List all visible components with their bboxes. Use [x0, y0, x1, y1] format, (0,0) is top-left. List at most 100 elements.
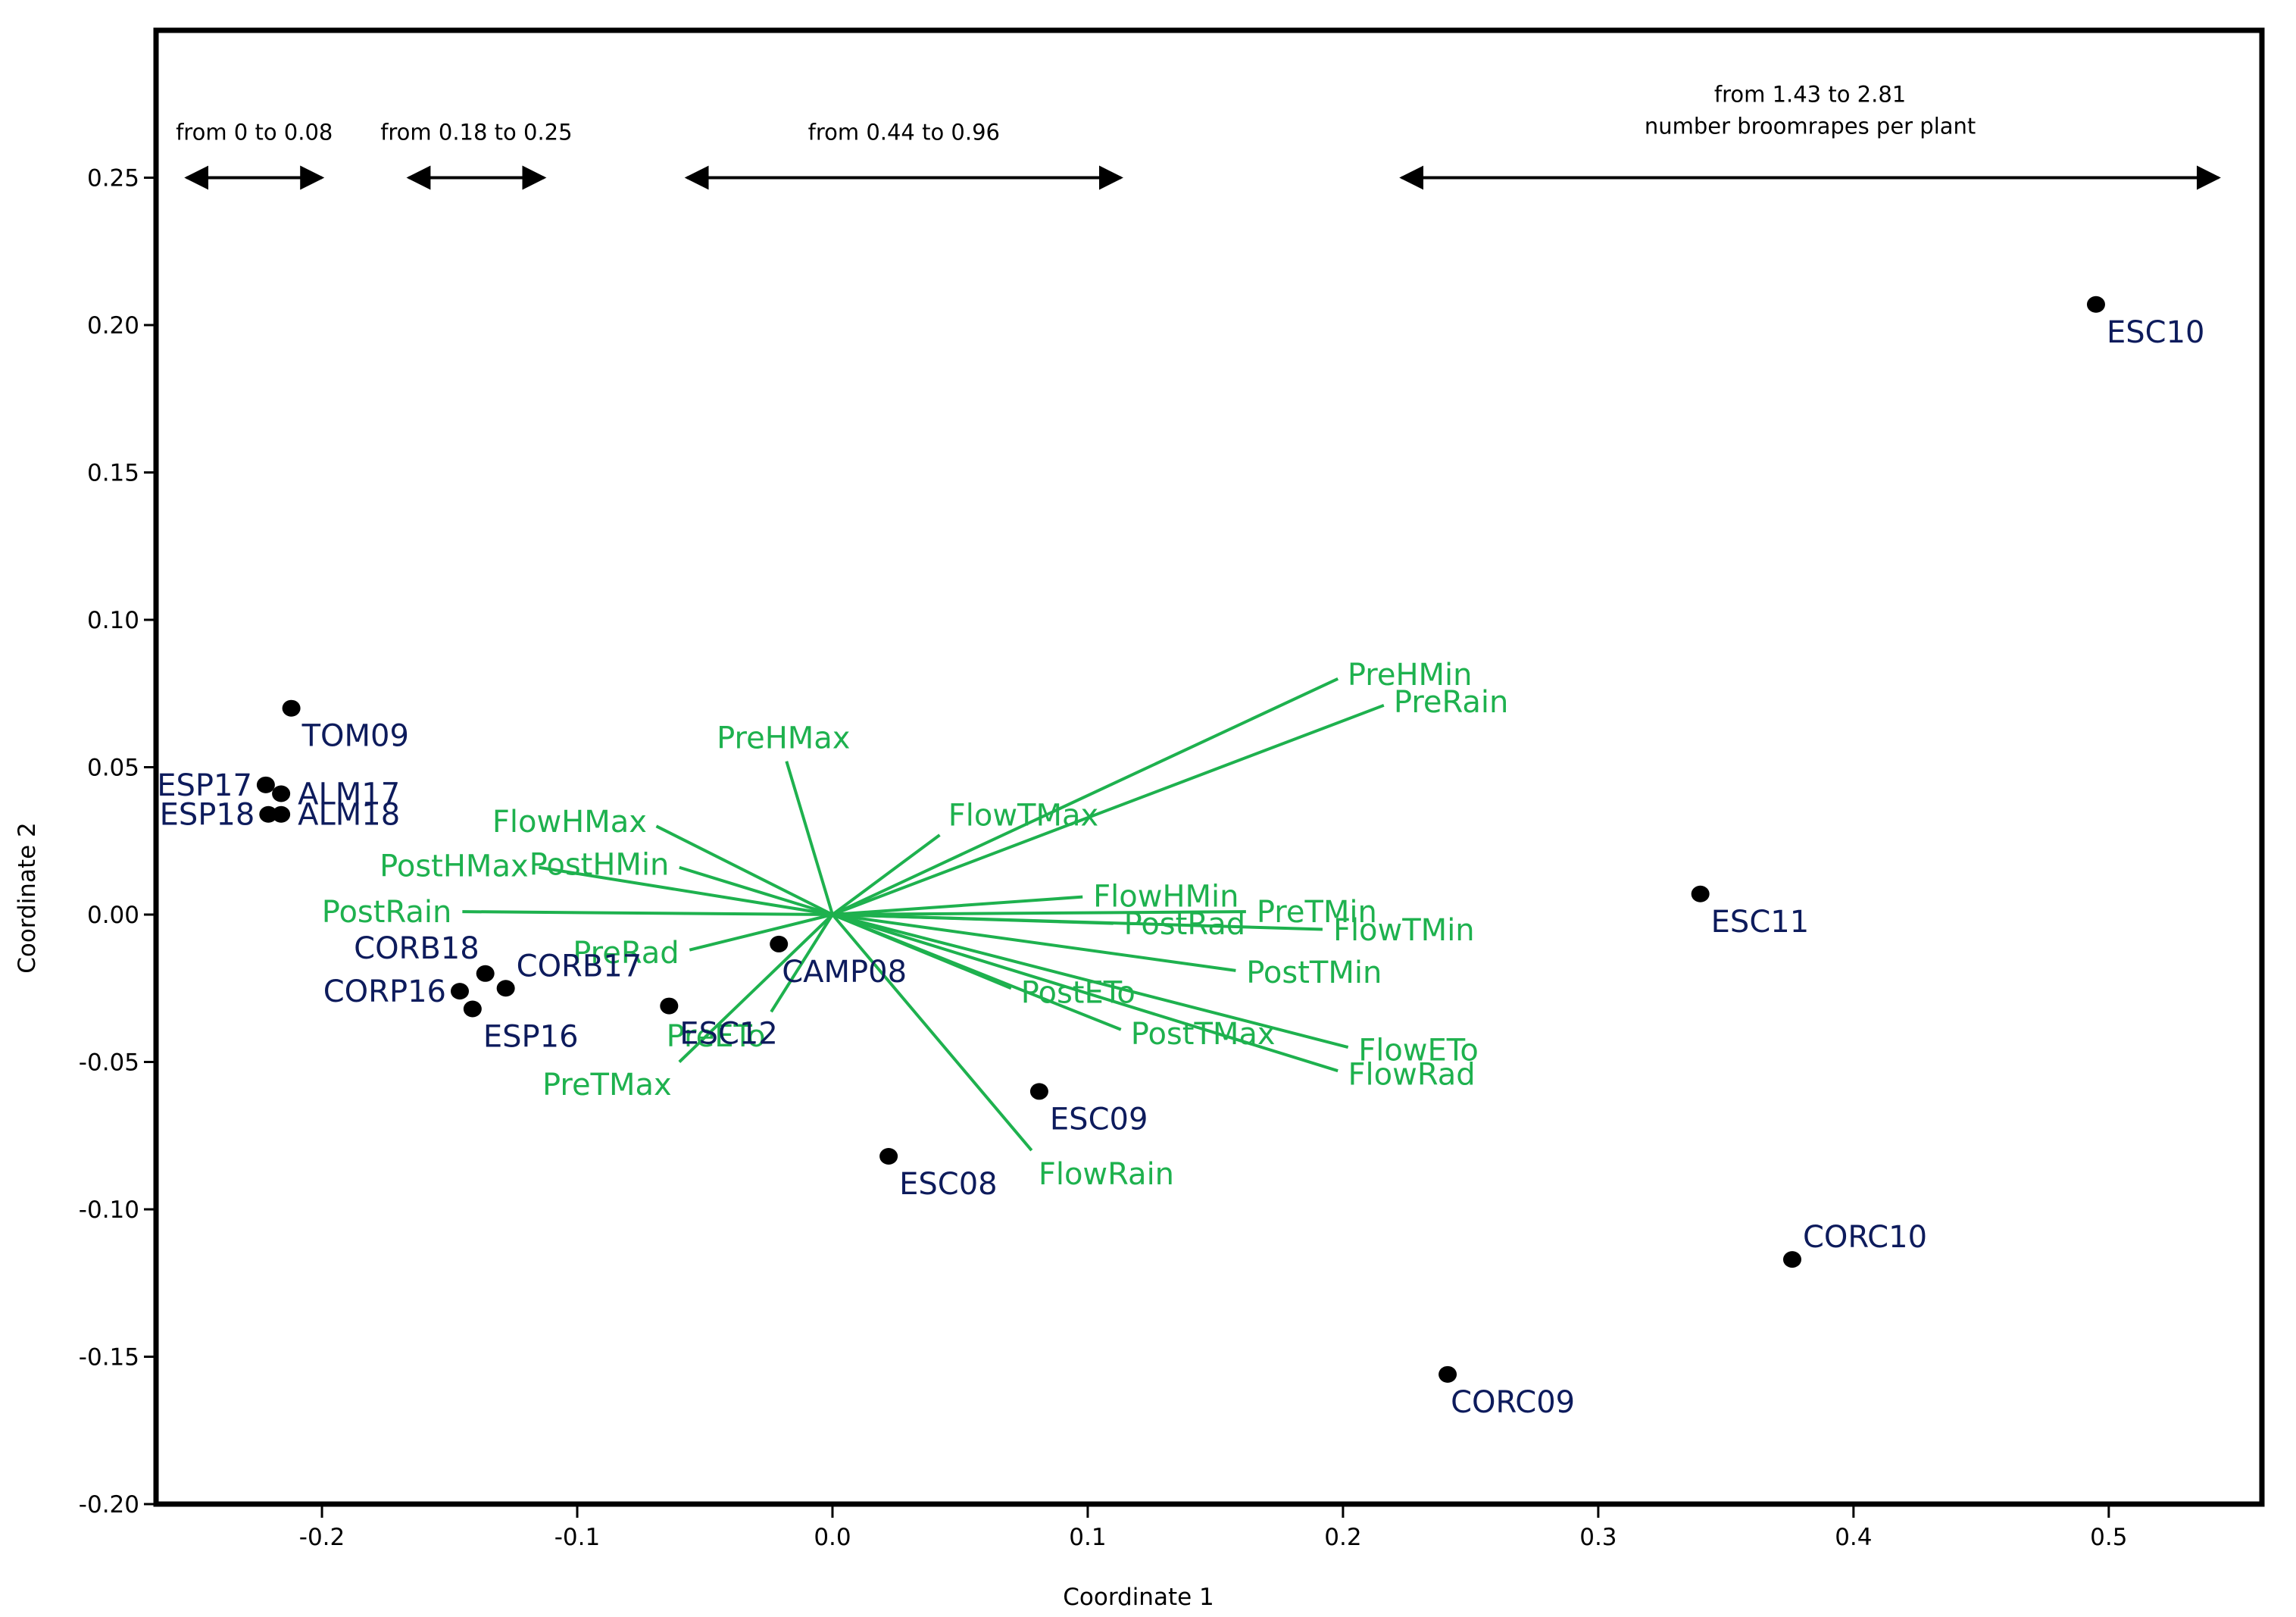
point-label-layer: ESC10 TOM09 ESP17 ALM17 ESP18 ALM18 ESC11 CORB1…	[157, 315, 2204, 1420]
vector-postrain	[462, 910, 832, 916]
point-label-esp16: ESP16	[483, 1019, 579, 1054]
vector-label-postrain: PostRain	[322, 895, 452, 930]
y-tick-label: 0.25	[87, 165, 139, 192]
y-tick-label: 0.10	[87, 607, 139, 634]
vector-pretmin	[832, 910, 1246, 916]
vector-flowrad	[832, 913, 1339, 1073]
x-tick-label: 0.5	[2090, 1524, 2127, 1551]
point-alm17	[272, 785, 291, 802]
point-label-alm18: ALM18	[298, 798, 400, 833]
vector-layer	[462, 677, 1385, 1152]
vector-label-posteto: PostETo	[1021, 976, 1136, 1011]
vector-label-pretmax: PreTMax	[542, 1068, 672, 1102]
y-tick-label: 0.20	[87, 312, 139, 339]
point-esc08	[879, 1147, 898, 1165]
vector-pretmax	[678, 913, 834, 1063]
vector-label-floweto: FlowETo	[1358, 1034, 1479, 1068]
range-label: from 0.18 to 0.25	[380, 120, 572, 145]
point-label-esc11: ESC11	[1711, 905, 1810, 940]
vector-prehmin	[832, 677, 1339, 916]
point-corb17	[496, 980, 515, 997]
point-label-alm17: ALM17	[298, 777, 400, 812]
vector-label-flowtmin: FlowTMin	[1333, 913, 1475, 948]
point-corc09	[1439, 1365, 1457, 1383]
x-tick-label: 0.4	[1835, 1524, 1872, 1551]
vector-prerain	[832, 703, 1385, 916]
point-esc09	[1029, 1083, 1048, 1100]
range-label: from 1.43 to 2.81	[1714, 82, 1906, 108]
x-tick-label: 0.2	[1324, 1524, 1361, 1551]
point-tom09	[282, 699, 301, 717]
vector-prehmax	[785, 761, 834, 915]
y-tick-label: 0.15	[87, 460, 139, 487]
vector-flowhmin	[832, 895, 1083, 916]
vector-label-preeto: PreETo	[667, 1019, 766, 1054]
vector-flowtmax	[831, 834, 941, 916]
point-label-esp17: ESP17	[157, 768, 252, 803]
range-annotation-layer: from 0 to 0.08 from 0.18 to 0.25 from 0.44…	[176, 82, 2221, 190]
point-esp16	[463, 1000, 482, 1018]
point-label-esp18: ESP18	[160, 798, 255, 833]
point-label-corc09: CORC09	[1451, 1385, 1575, 1420]
range-label: from 0.44 to 0.96	[808, 120, 1000, 145]
vector-label-flowrad: FlowRad	[1348, 1057, 1476, 1092]
range-label: from 0 to 0.08	[176, 120, 333, 145]
point-label-camp08: CAMP08	[782, 955, 907, 990]
point-corp16	[450, 983, 469, 1000]
plot-frame	[153, 27, 2265, 1507]
vector-label-posthmin: PostHMin	[529, 848, 670, 883]
vector-floweto	[832, 913, 1349, 1049]
vector-flowrain	[831, 913, 1033, 1152]
point-alm18	[272, 805, 291, 823]
vector-posthmax	[539, 865, 833, 916]
vector-label-flowrain: FlowRain	[1039, 1157, 1174, 1192]
x-tick-label: 0.1	[1069, 1524, 1106, 1551]
y-tick-label: -0.20	[79, 1491, 139, 1518]
vector-label-postrad: PostRad	[1124, 907, 1246, 942]
point-esp18	[259, 805, 278, 823]
point-corb18	[476, 965, 495, 982]
vector-label-posttmax: PostTMax	[1131, 1017, 1276, 1052]
y-tick-label: 0.00	[87, 902, 139, 929]
point-esc11	[1691, 885, 1710, 902]
vector-posthmin	[679, 865, 833, 916]
point-label-corp16: CORP16	[323, 974, 446, 1009]
point-layer	[256, 296, 2105, 1383]
vector-label-flowtmax: FlowTMax	[948, 799, 1098, 834]
x-axis-title: Coordinate 1	[1063, 1584, 1214, 1611]
y-tick-label: -0.05	[79, 1049, 139, 1077]
vector-prerad	[689, 913, 833, 952]
vector-label-prerad: PreRad	[573, 936, 679, 971]
vector-flowtmin	[832, 913, 1323, 931]
vector-label-flowhmin: FlowHMin	[1093, 880, 1239, 915]
point-esc10	[2086, 296, 2105, 313]
range-sublabel: number broomrapes per plant	[1645, 114, 1976, 139]
y-tick-label: 0.05	[87, 755, 139, 782]
x-axis: -0.2 -0.1 0.0 0.1 0.2 0.3 0.4 0.5	[299, 1504, 2127, 1551]
vector-label-pretmin: PreTMin	[1257, 895, 1377, 930]
point-label-corb18: CORB18	[354, 931, 480, 966]
y-axis: -0.20 -0.15 -0.10 -0.05 0.00 0.05 0.10 0.15 0.20…	[79, 165, 156, 1518]
point-esp17	[256, 776, 275, 793]
point-label-tom09: TOM09	[301, 719, 409, 754]
point-label-esc08: ESC08	[899, 1167, 998, 1202]
point-label-corb17: CORB17	[517, 949, 642, 984]
y-tick-label: -0.15	[79, 1344, 139, 1371]
y-axis-title: Coordinate 2	[14, 822, 41, 974]
x-tick-label: 0.3	[1579, 1524, 1617, 1551]
x-tick-label: 0.0	[814, 1524, 851, 1551]
y-tick-label: -0.10	[79, 1196, 139, 1224]
point-label-esc12: ESC12	[679, 1017, 778, 1052]
vector-label-prehmin: PreHMin	[1348, 658, 1473, 693]
vector-flowhmax	[655, 824, 833, 916]
vector-posttmin	[832, 913, 1236, 972]
vector-label-posthmax: PostHMax	[380, 849, 528, 884]
point-corc10	[1782, 1251, 1801, 1268]
vector-label-flowhmax: FlowHMax	[492, 805, 647, 840]
point-esc12	[660, 997, 679, 1015]
point-label-esc09: ESC09	[1050, 1102, 1148, 1137]
vector-preeto	[770, 913, 834, 1013]
